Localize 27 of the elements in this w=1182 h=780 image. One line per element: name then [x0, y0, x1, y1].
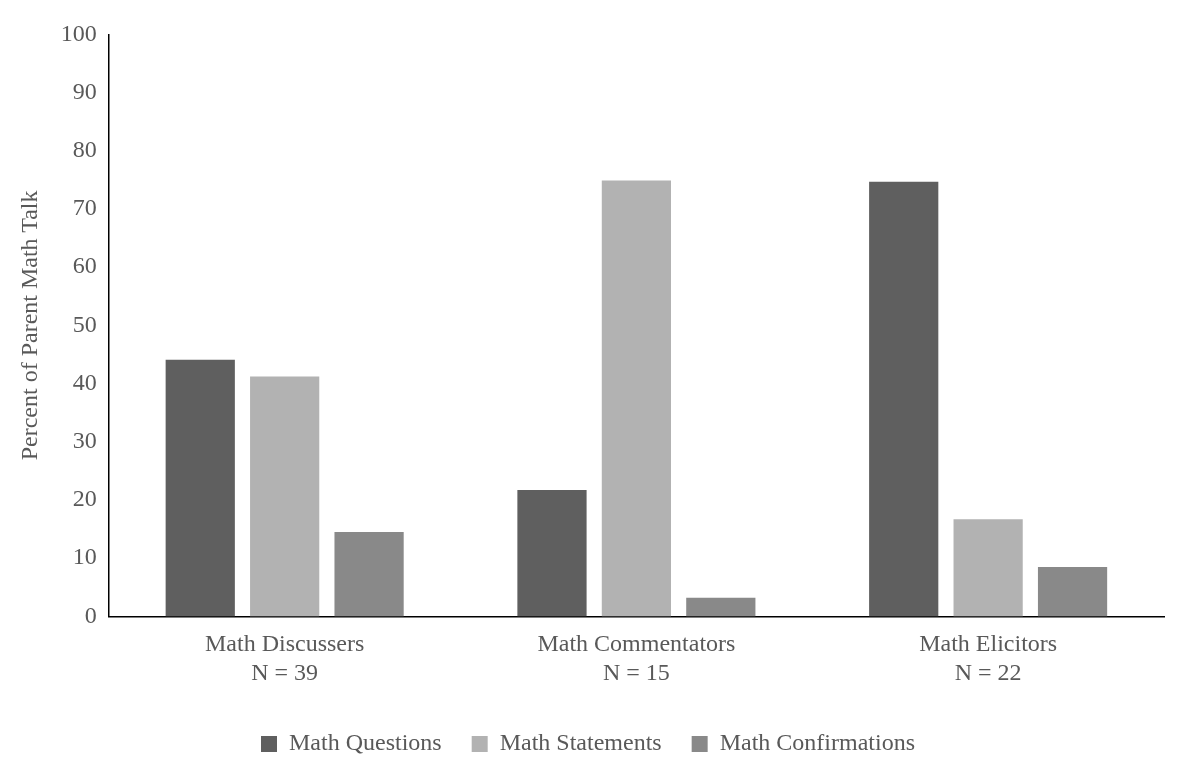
- y-tick-label: 90: [72, 77, 97, 104]
- bar: [953, 519, 1023, 617]
- x-tick-label: Math Elicitors N = 22: [919, 630, 1058, 685]
- legend-label: Math Questions: [289, 729, 442, 756]
- x-tick-label: Math Commentators N = 15: [537, 630, 736, 685]
- bar: [601, 180, 672, 617]
- y-axis-title: Percent of Parent Math Talk: [15, 190, 42, 461]
- y-tick-label: 60: [72, 252, 97, 279]
- bar: [334, 532, 404, 617]
- y-tick-label: 40: [72, 368, 97, 395]
- bar: [517, 490, 587, 617]
- y-tick-label: 70: [72, 194, 97, 221]
- bar: [165, 359, 235, 617]
- y-tick-label: 30: [72, 427, 97, 454]
- bar: [686, 597, 756, 617]
- bar: [869, 181, 939, 617]
- y-tick-label: 50: [72, 310, 97, 337]
- legend-label: Math Statements: [499, 729, 662, 756]
- x-tick-label: Math Discussers N = 39: [205, 630, 365, 685]
- legend-label: Math Confirmations: [719, 729, 915, 756]
- bar: [1037, 566, 1108, 617]
- bar: [250, 376, 320, 617]
- y-tick-label: 10: [72, 543, 97, 570]
- y-tick-label: 80: [72, 136, 97, 163]
- y-tick-label: 0: [84, 601, 97, 628]
- y-tick-label: 20: [72, 485, 97, 512]
- y-tick-label: 100: [60, 19, 97, 46]
